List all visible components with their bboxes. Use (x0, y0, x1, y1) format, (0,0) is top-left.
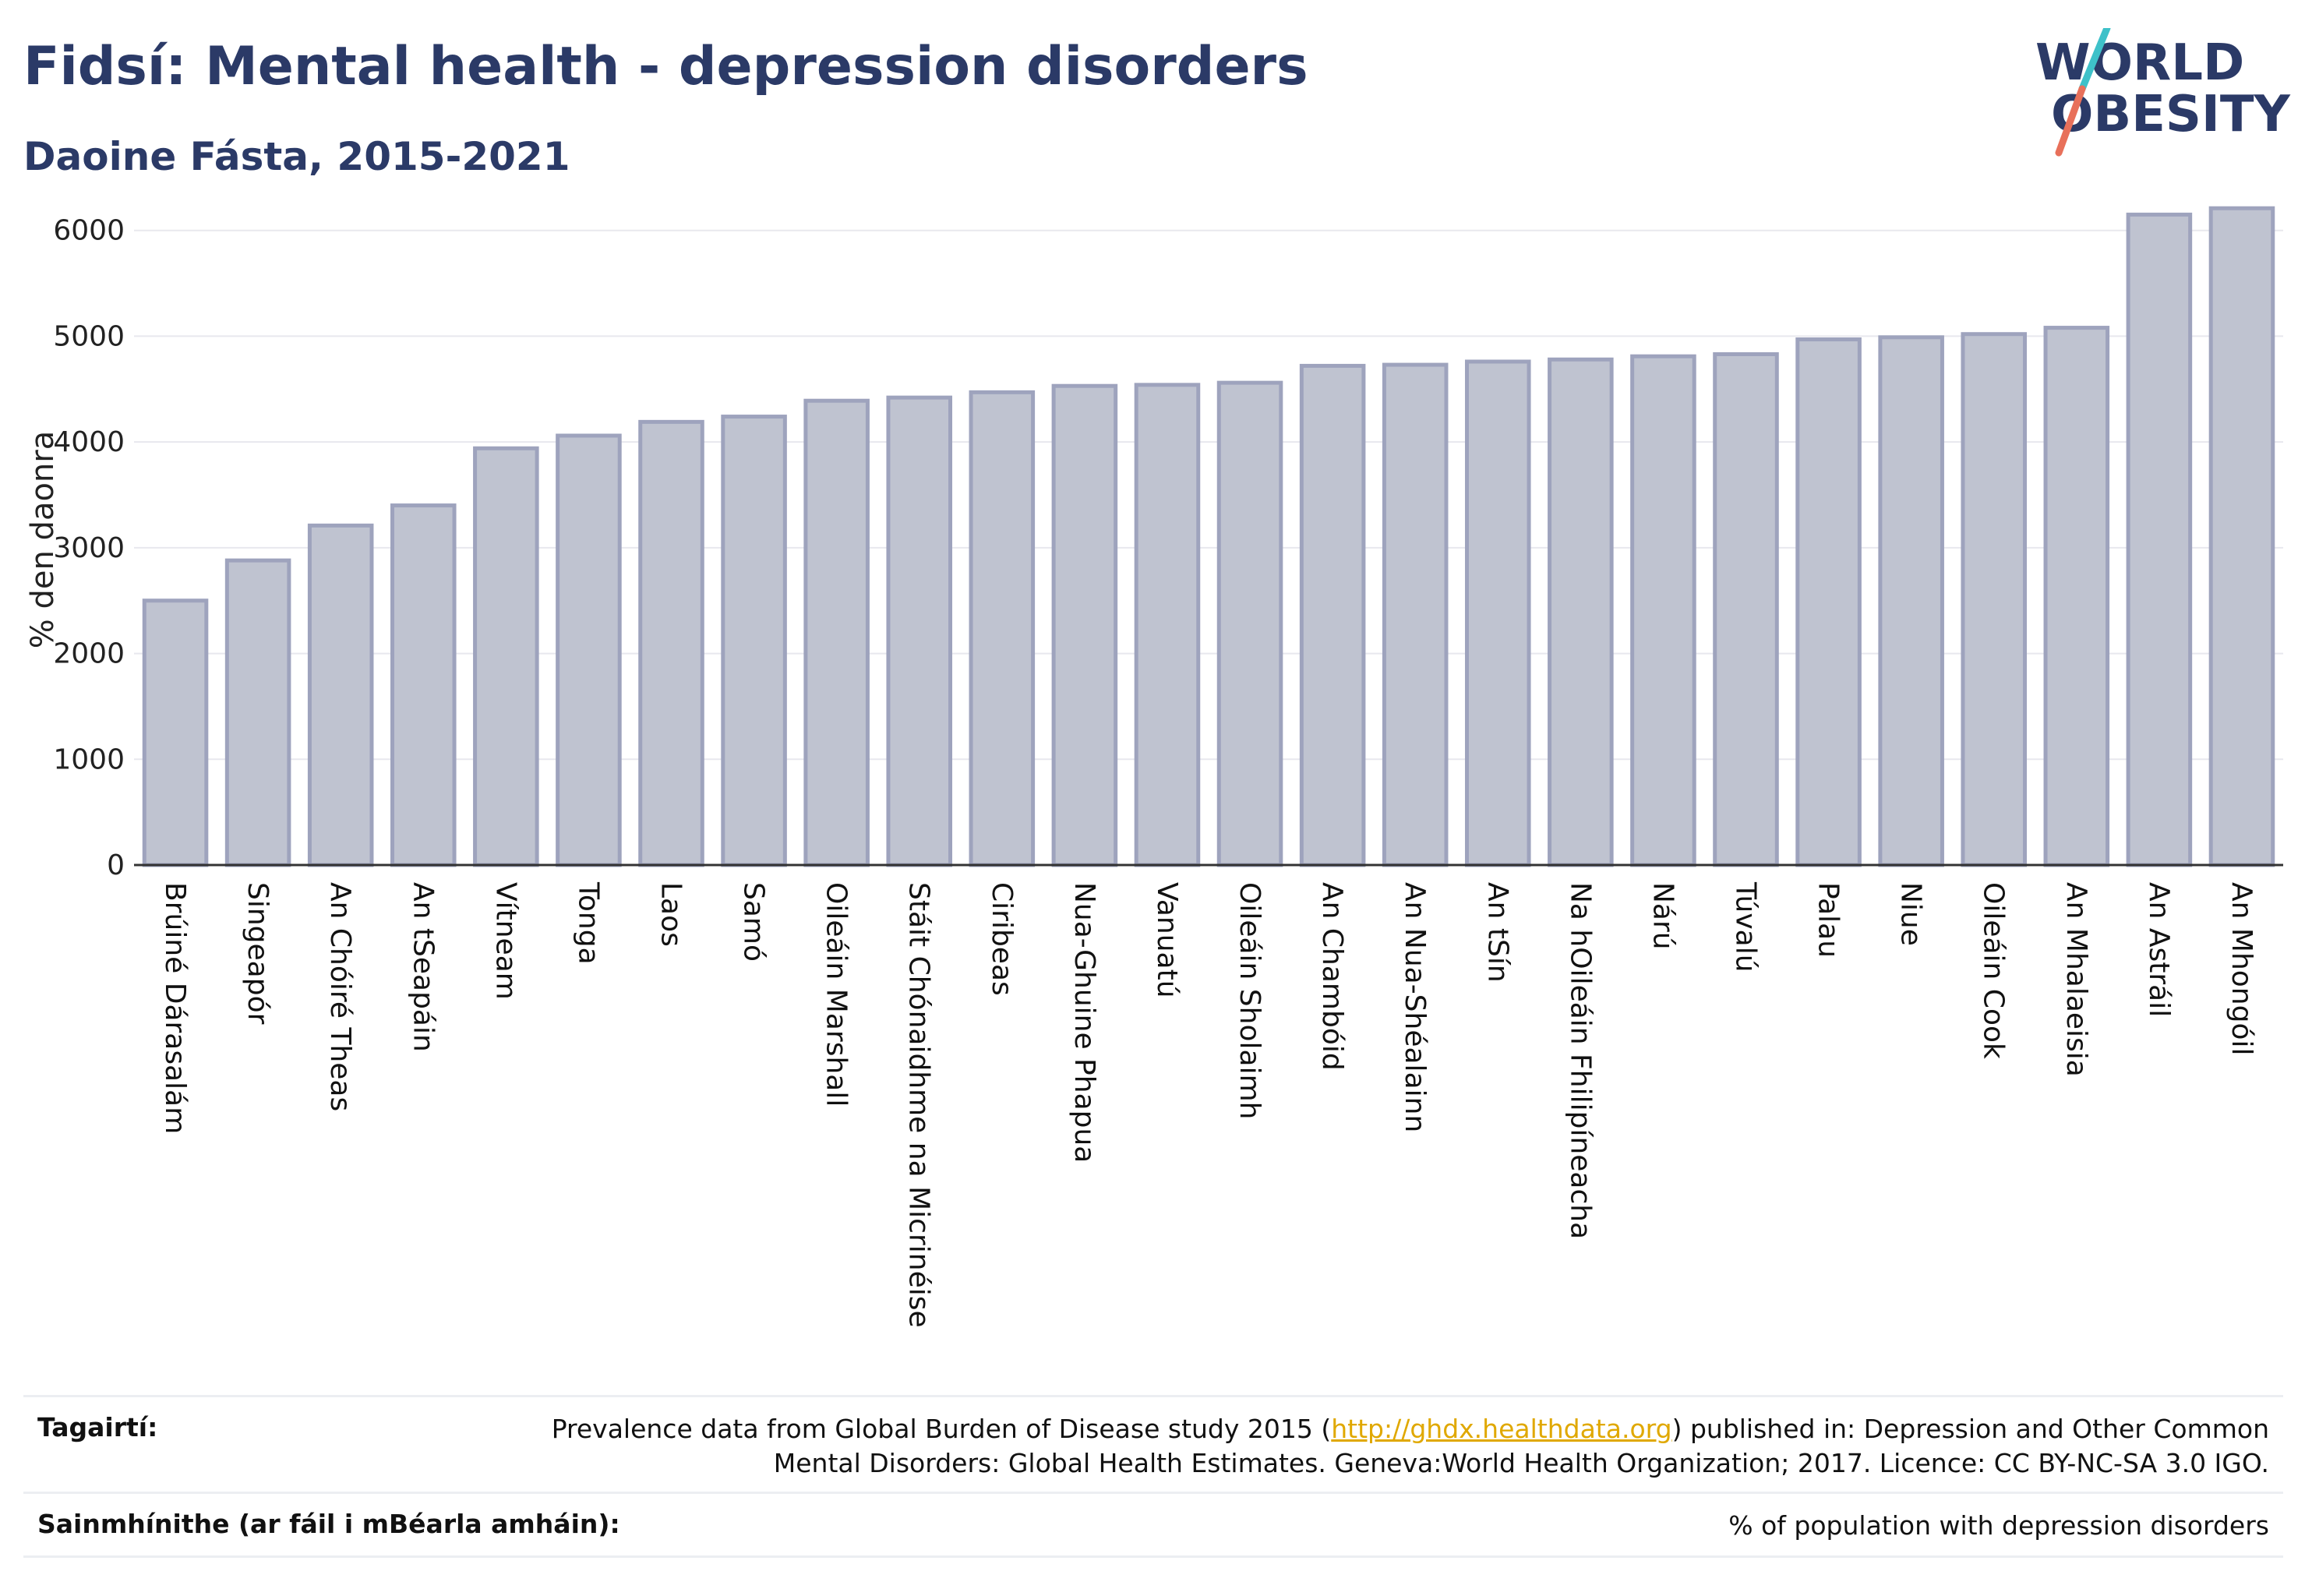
y-tick-label: 3000 (53, 532, 125, 564)
bar (1051, 383, 1118, 867)
x-tick-label: An tSeapáin (407, 882, 439, 1052)
y-tick-label: 4000 (53, 426, 125, 458)
definitions-row: Sainmhínithe (ar fáil i mBéarla amháin):… (23, 1493, 2283, 1555)
definitions-label: Sainmhínithe (ar fáil i mBéarla amháin): (37, 1509, 620, 1539)
references-after: ) published in: Depression and Other Com… (1671, 1414, 2269, 1444)
y-tick-label: 1000 (53, 743, 125, 775)
chart-subtitle: Daoine Fásta, 2015-2021 (23, 134, 570, 179)
x-tick-label: An Astráil (2143, 882, 2175, 1017)
logo-line1: WORLD (2035, 34, 2244, 92)
x-tick-label: An Chambóid (1316, 882, 1348, 1071)
y-axis-label: % den daonra (25, 431, 61, 648)
bar (1961, 332, 2028, 867)
x-tick-label: Niue (1895, 882, 1927, 946)
bar (142, 598, 209, 867)
x-tick-label: Vítneam (489, 882, 521, 1000)
bar (2043, 326, 2110, 867)
x-tick-label: An Nua-Shéalainn (1399, 882, 1431, 1132)
references-text: Prevalence data from Global Burden of Di… (552, 1412, 2269, 1481)
bar (1464, 359, 1531, 867)
chart-title: Fidsí: Mental health - depression disord… (23, 36, 1308, 97)
x-tick-label: Tonga (572, 881, 604, 965)
x-tick-label: Oileáin Sholaimh (1234, 882, 1265, 1119)
bar (2126, 212, 2193, 867)
logo-slash-teal (2078, 28, 2111, 93)
bar (1795, 337, 1862, 867)
bar (1630, 354, 1696, 867)
bar (1134, 383, 1201, 867)
x-tick-label: Túvalú (1730, 881, 1762, 973)
references-link[interactable]: http://ghdx.healthdata.org (1331, 1414, 1672, 1444)
references-row: Tagairtí: Prevalence data from Global Bu… (23, 1396, 2283, 1490)
grid-lines (134, 229, 2283, 866)
x-tick-label: Samó (738, 882, 770, 962)
x-tick-label: Singeapór (242, 882, 274, 1025)
bar (721, 415, 787, 867)
x-tick-label: Palau (1813, 882, 1844, 958)
x-tick-label: Nua-Ghuine Phapua (1068, 882, 1100, 1163)
bars (142, 206, 2275, 867)
bar (1713, 352, 1779, 867)
bar (1878, 335, 1944, 867)
x-tick-label: Vanuatú (1151, 882, 1183, 998)
bar (886, 395, 953, 867)
x-tick-label: Oileáin Cook (1978, 882, 2010, 1059)
bar (473, 446, 539, 867)
footer-divider-top (23, 1395, 2283, 1397)
y-tick-labels: 0 1000 2000 3000 4000 5000 6000 (53, 215, 125, 881)
bar (969, 390, 1036, 867)
footer-divider-bottom (23, 1555, 2283, 1558)
logo-line2: OBESITY (2051, 86, 2290, 143)
x-tick-label: Laos (655, 882, 687, 947)
references-label: Tagairtí: (37, 1412, 158, 1442)
bar (556, 433, 622, 867)
bar (1548, 357, 1614, 867)
bar (307, 523, 374, 867)
references-line2: Mental Disorders: Global Health Estimate… (773, 1448, 2269, 1478)
bar (1299, 363, 1366, 867)
x-tick-label: Ciribeas (986, 882, 1018, 996)
x-tick-label: Brúiné Dárasalám (159, 882, 191, 1134)
x-tick-label: An Mhongóil (2226, 882, 2257, 1056)
y-tick-label: 0 (107, 849, 125, 881)
y-tick-label: 5000 (53, 320, 125, 352)
x-tick-label: An tSín (1481, 882, 1513, 983)
definitions-text: % of population with depression disorder… (1728, 1510, 2269, 1541)
y-tick-label: 2000 (53, 638, 125, 670)
x-tick-label: Nárú (1647, 882, 1678, 950)
footer-divider-mid (23, 1492, 2283, 1494)
x-tick-labels: Brúiné Dárasalám Singeapór An Chóiré Theas… (159, 881, 2257, 1328)
x-tick-label: An Chóiré Theas (324, 882, 356, 1111)
x-tick-label: Na hOileáin Fhilipíneacha (1564, 882, 1596, 1239)
x-tick-label: An Mhalaeisia (2060, 882, 2092, 1077)
bar (1382, 362, 1449, 867)
y-tick-label: 6000 (53, 215, 125, 247)
bar (224, 558, 291, 867)
x-tick-label: Stáit Chónaidhme na Micrinéise (903, 882, 935, 1328)
references-before: Prevalence data from Global Burden of Di… (551, 1414, 1332, 1444)
bar (1216, 380, 1283, 867)
x-tick-label: Oileáin Marshall (821, 882, 852, 1107)
bar (390, 503, 457, 867)
bar (2208, 206, 2275, 867)
bar (638, 419, 704, 867)
bar-chart: 0 1000 2000 3000 4000 5000 6000 Brúiné Dárasal… (25, 206, 2283, 1328)
bar (803, 398, 870, 867)
logo-slash-coral (2055, 85, 2086, 157)
world-obesity-logo: WORLD OBESITY (2035, 28, 2290, 157)
